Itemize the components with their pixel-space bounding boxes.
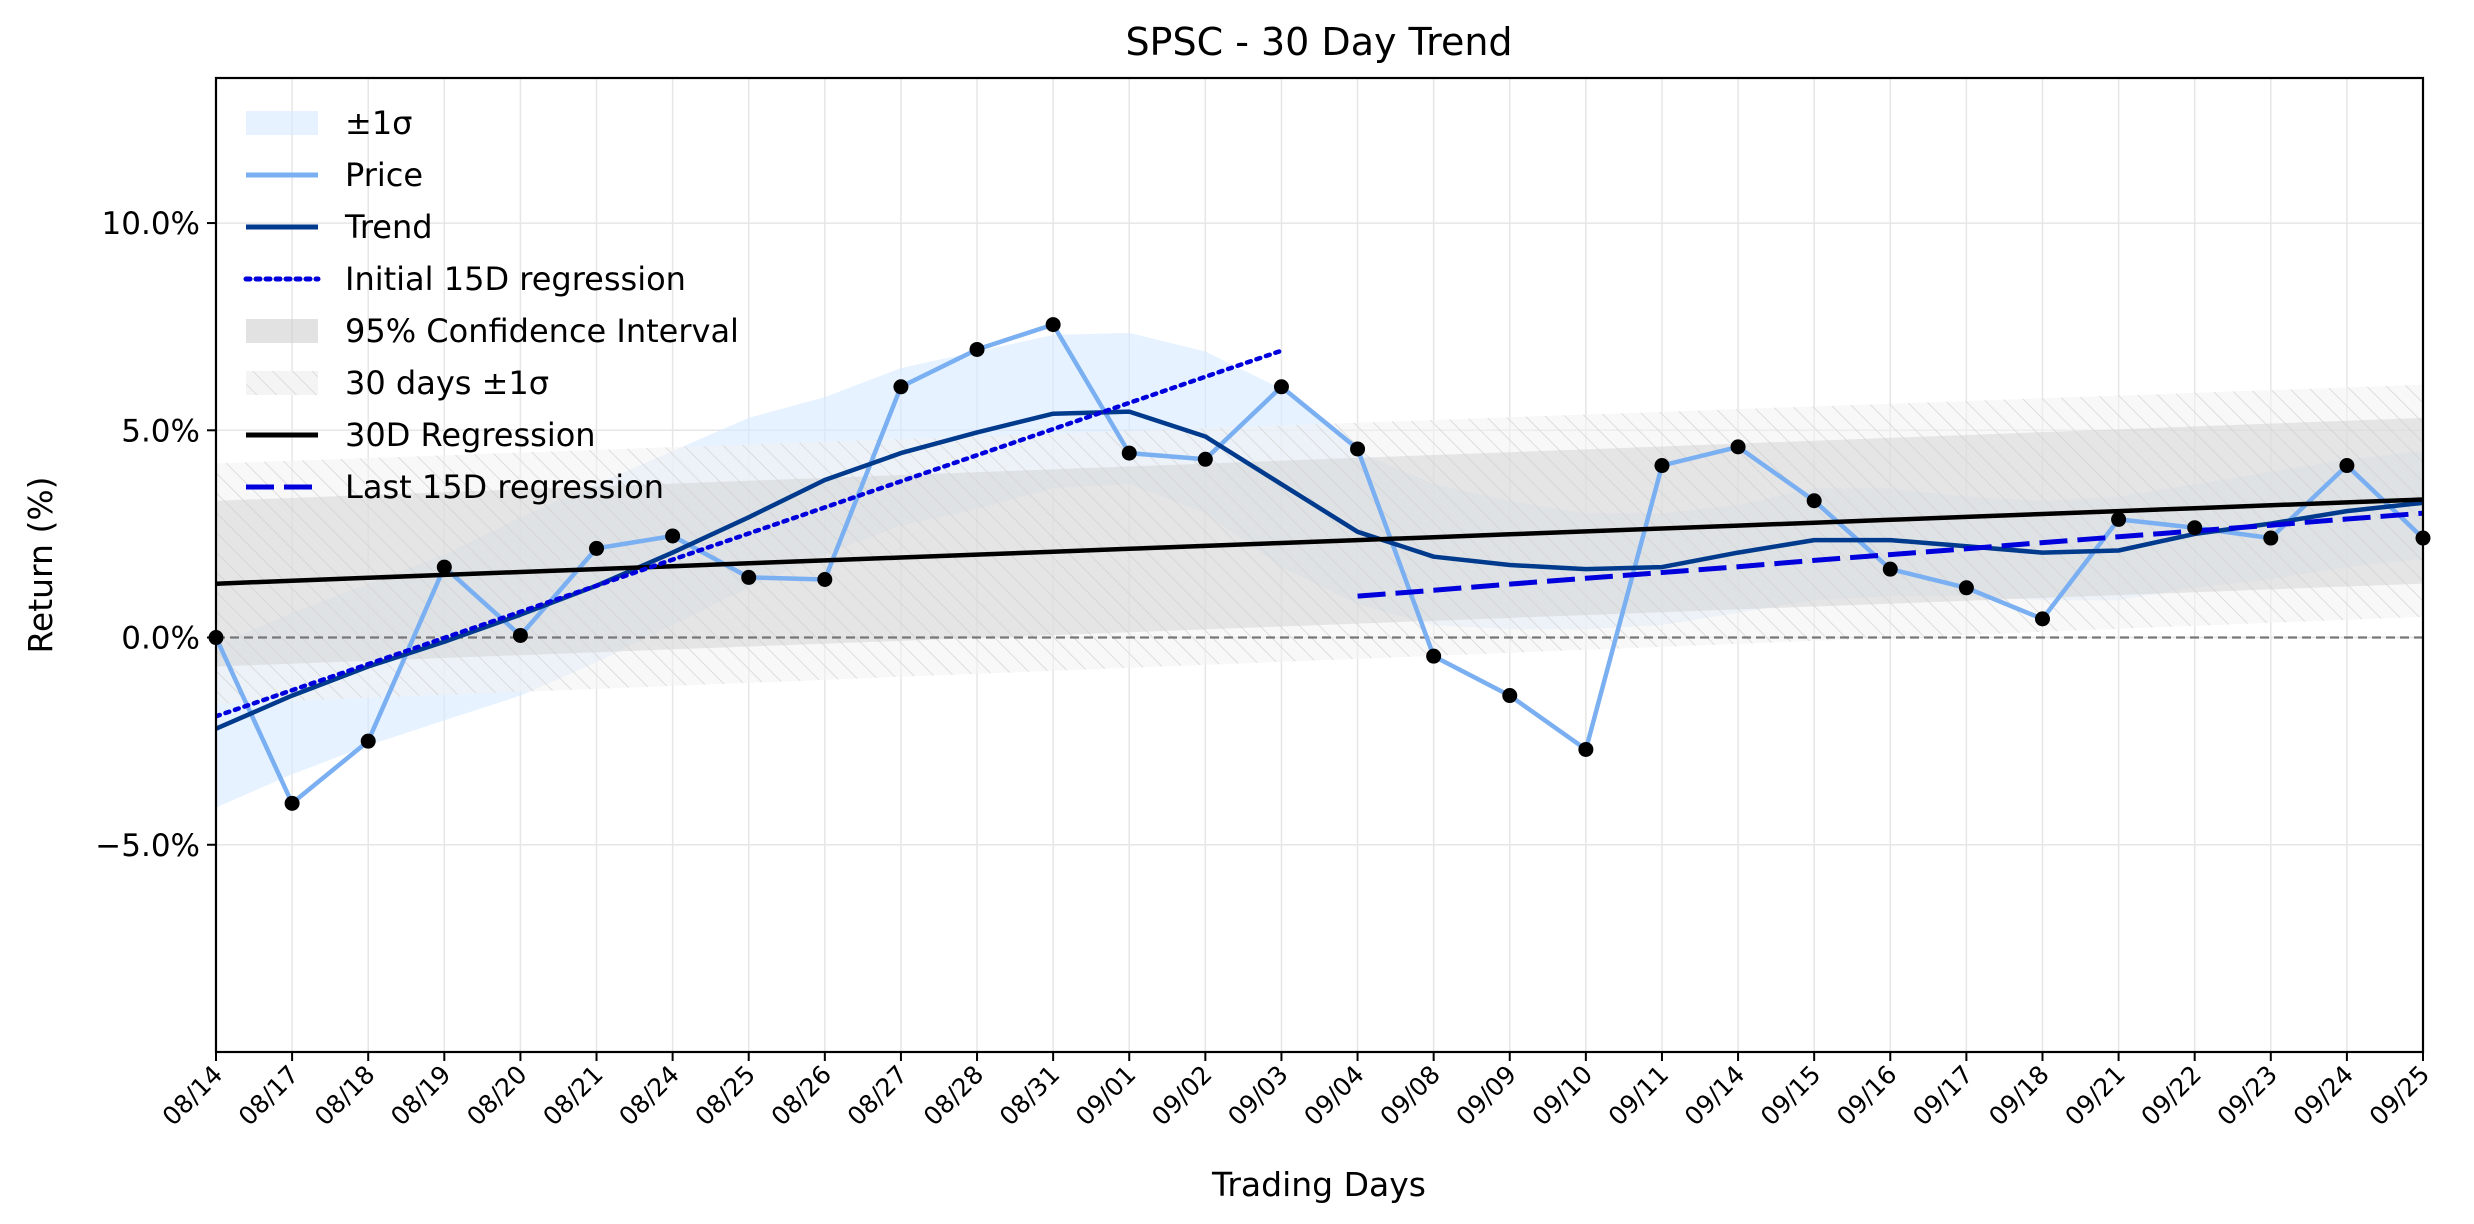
- price-point: [360, 733, 376, 749]
- price-point: [1882, 561, 1898, 577]
- x-axis-label: Trading Days: [1211, 1165, 1426, 1204]
- price-point: [2263, 530, 2279, 546]
- thirty-day-sigma-band-hatch: [216, 384, 2423, 704]
- x-tick-label: 09/01: [1070, 1060, 1141, 1131]
- legend-label: 30 days ±1σ: [345, 364, 549, 402]
- price-point: [2339, 458, 2355, 474]
- price-point: [1502, 688, 1518, 704]
- x-tick-label: 09/22: [2135, 1060, 2206, 1131]
- legend-label: Initial 15D regression: [345, 260, 686, 298]
- price-point: [2111, 511, 2127, 527]
- chart-title: SPSC - 30 Day Trend: [1125, 20, 1512, 64]
- x-tick-label: 08/18: [309, 1060, 380, 1131]
- price-point: [1578, 741, 1594, 757]
- legend-sigma-swatch: [246, 111, 318, 135]
- x-tick-label: 09/25: [2364, 1060, 2435, 1131]
- band-layer: [216, 332, 2423, 808]
- x-tick-label: 09/23: [2212, 1060, 2283, 1131]
- price-point: [741, 569, 757, 585]
- price-point: [512, 627, 528, 643]
- plot-frame: [214, 76, 2425, 1054]
- price-point: [817, 572, 833, 588]
- legend-label: Trend: [344, 208, 433, 246]
- y-axis-label: Return (%): [21, 476, 60, 653]
- price-line: [216, 322, 2423, 806]
- x-tick-label: 09/14: [1679, 1060, 1750, 1131]
- x-tick-label: 09/17: [1907, 1060, 1978, 1131]
- price-point: [1197, 451, 1213, 467]
- x-tick-label: 09/18: [1983, 1060, 2054, 1131]
- price-point: [1045, 317, 1061, 333]
- regression-30d-line: [216, 497, 2423, 586]
- x-tick-label: 08/19: [385, 1060, 456, 1131]
- x-tick-label: 09/16: [1831, 1060, 1902, 1131]
- x-tick-label: 09/21: [2059, 1060, 2130, 1131]
- x-tick-label: 08/21: [537, 1060, 608, 1131]
- x-tick-label: 09/04: [1298, 1060, 1369, 1131]
- point-layer: [208, 317, 2431, 811]
- x-tick-label: 08/27: [842, 1060, 913, 1131]
- x-tick-label: 09/24: [2288, 1060, 2359, 1131]
- x-tick-label: 08/28: [918, 1060, 989, 1131]
- legend-thirty-day-swatch-hatch: [246, 371, 318, 395]
- y-tick-label: 0.0%: [121, 621, 200, 657]
- x-tick-label: 08/25: [690, 1060, 761, 1131]
- price-point: [665, 528, 681, 544]
- legend-label: 95% Confidence Interval: [345, 312, 739, 350]
- x-tick-label: 09/08: [1374, 1060, 1445, 1131]
- price-point: [969, 341, 985, 357]
- x-tick-label: 09/02: [1146, 1060, 1217, 1131]
- y-tick-label: 10.0%: [102, 206, 200, 242]
- x-tick-label: 09/09: [1451, 1060, 1522, 1131]
- price-point: [1730, 439, 1746, 455]
- legend-confidence-swatch: [246, 319, 318, 343]
- y-tick-label: 5.0%: [121, 413, 200, 449]
- price-point: [589, 540, 605, 556]
- x-tick-label: 08/14: [157, 1060, 228, 1131]
- price-point: [2034, 611, 2050, 627]
- x-tick-label: 09/15: [1755, 1060, 1826, 1131]
- price-point: [284, 795, 300, 811]
- price-point: [1426, 648, 1442, 664]
- x-tick-label: 08/20: [461, 1060, 532, 1131]
- x-tick-label: 09/03: [1222, 1060, 1293, 1131]
- legend-label: Last 15D regression: [345, 468, 664, 506]
- x-tick-label: 08/17: [233, 1060, 304, 1131]
- x-tick-label: 08/26: [766, 1060, 837, 1131]
- initial-15d-regression-line: [216, 348, 1284, 719]
- legend: ±1σ Price Trend Initial 15D regression 95% C…: [243, 104, 739, 506]
- x-tick-label: 09/11: [1603, 1060, 1674, 1131]
- y-tick-label: −5.0%: [95, 828, 200, 864]
- price-point: [2187, 520, 2203, 536]
- price-point: [1121, 445, 1137, 461]
- legend-label: Price: [345, 156, 423, 194]
- price-point: [436, 559, 452, 575]
- last-15d-regression-line: [1357, 510, 2423, 599]
- line-layer: [216, 322, 2423, 806]
- price-point: [1350, 441, 1366, 457]
- price-point: [1958, 580, 1974, 596]
- price-point: [1654, 458, 1670, 474]
- price-point: [1273, 379, 1289, 395]
- x-tick-label: 08/24: [613, 1060, 684, 1131]
- x-tick-label: 09/10: [1527, 1060, 1598, 1131]
- x-tick-label: 08/31: [994, 1060, 1065, 1131]
- price-point: [1806, 493, 1822, 509]
- price-point: [893, 379, 909, 395]
- legend-label: 30D Regression: [345, 416, 596, 454]
- legend-label: ±1σ: [345, 104, 412, 142]
